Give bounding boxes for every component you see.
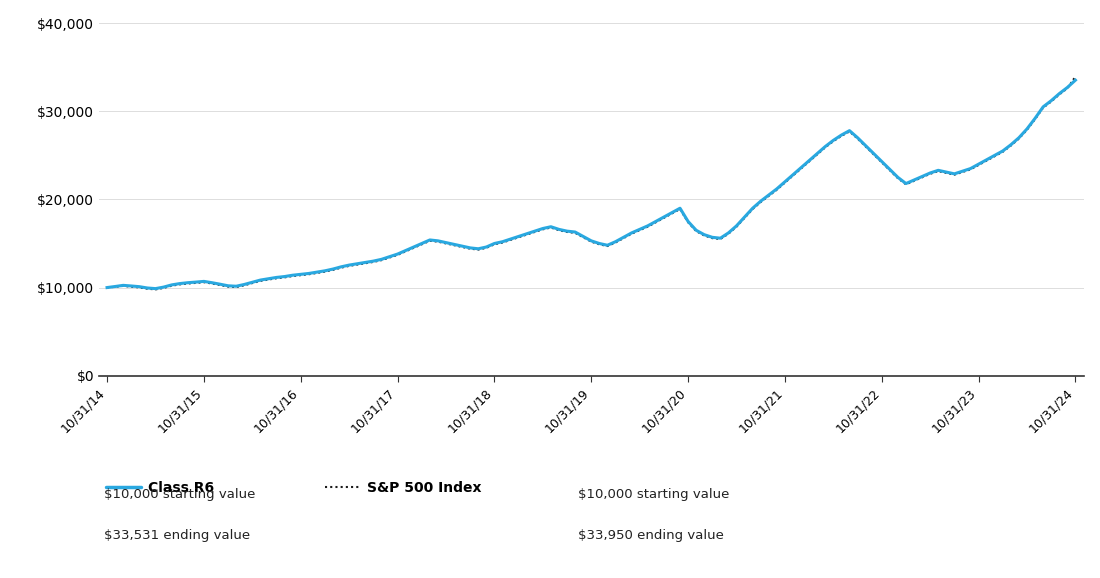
Legend: Class R6, S&P 500 Index: Class R6, S&P 500 Index (106, 481, 481, 495)
Text: $33,531 ending value: $33,531 ending value (104, 529, 251, 542)
Text: $33,950 ending value: $33,950 ending value (578, 529, 724, 542)
Text: $10,000 starting value: $10,000 starting value (104, 488, 256, 501)
Text: $10,000 starting value: $10,000 starting value (578, 488, 729, 501)
